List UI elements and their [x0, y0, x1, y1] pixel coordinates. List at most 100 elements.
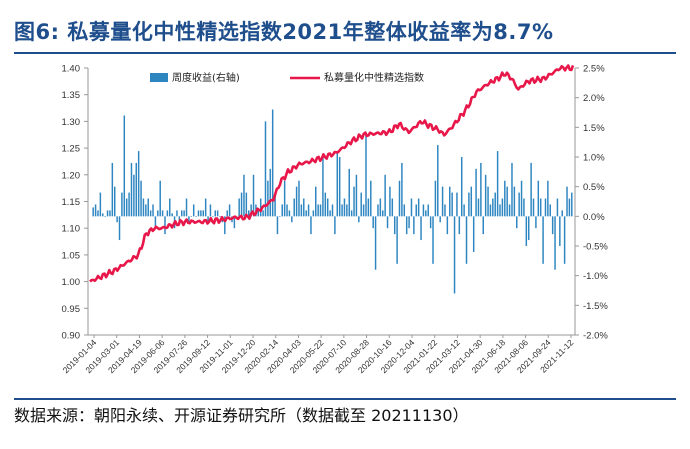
- weekly-return-bar: [310, 216, 312, 235]
- weekly-return-bar: [374, 216, 377, 270]
- weekly-return-bar: [262, 210, 264, 217]
- weekly-return-bar: [303, 198, 305, 217]
- weekly-return-bar: [544, 198, 547, 217]
- weekly-return-bar: [157, 210, 159, 217]
- weekly-return-bar: [353, 186, 355, 217]
- weekly-return-bar: [312, 210, 315, 217]
- index-line: [89, 64, 575, 283]
- weekly-return-bar: [212, 216, 214, 217]
- weekly-return-bar: [281, 204, 283, 217]
- weekly-return-bar: [166, 210, 169, 217]
- weekly-return-bars: [92, 109, 573, 294]
- weekly-return-bar: [188, 216, 190, 223]
- weekly-return-bar: [549, 204, 551, 217]
- weekly-return-bar: [468, 192, 470, 217]
- weekly-return-bar: [147, 198, 149, 217]
- weekly-return-bar: [291, 216, 293, 223]
- weekly-return-bar: [248, 210, 250, 217]
- y-left-tick-label: 1.15: [62, 197, 81, 208]
- weekly-return-bar: [92, 207, 94, 217]
- weekly-return-bar: [401, 162, 403, 217]
- weekly-return-bar: [568, 198, 571, 217]
- weekly-return-bar: [511, 162, 513, 217]
- y-right-tick-label: 1.5%: [583, 123, 605, 134]
- weekly-return-bar: [370, 180, 372, 217]
- weekly-return-bar: [532, 198, 535, 217]
- weekly-return-bar: [200, 210, 202, 217]
- weekly-return-bar: [441, 186, 444, 217]
- weekly-return-bar: [324, 192, 327, 217]
- y-left-tick-label: 1.30: [62, 117, 81, 128]
- weekly-return-bar: [398, 180, 401, 217]
- weekly-return-bar: [446, 216, 449, 235]
- weekly-return-bar: [228, 204, 231, 217]
- weekly-return-bar: [508, 204, 511, 217]
- weekly-return-bar: [482, 216, 484, 235]
- weekly-return-bar: [219, 216, 221, 217]
- weekly-return-bar: [154, 216, 157, 229]
- weekly-return-bar: [245, 192, 248, 217]
- weekly-return-bar: [214, 210, 216, 217]
- weekly-return-bar: [195, 216, 197, 217]
- weekly-return-bar: [494, 192, 496, 217]
- weekly-return-bar: [121, 192, 123, 217]
- weekly-return-bar: [365, 133, 367, 217]
- weekly-return-bar: [271, 109, 274, 217]
- weekly-return-bar: [164, 216, 166, 235]
- source-rule: [14, 398, 676, 400]
- weekly-return-bar: [355, 174, 358, 217]
- weekly-return-bar: [379, 198, 382, 217]
- legend-bar-label: 周度收益(右轴): [172, 71, 240, 84]
- weekly-return-bar: [102, 213, 104, 217]
- weekly-return-bar: [106, 210, 109, 217]
- weekly-return-bar: [140, 180, 142, 217]
- weekly-return-bar: [559, 216, 561, 246]
- weekly-return-bar: [99, 192, 102, 217]
- weekly-return-bar: [420, 216, 422, 241]
- y-right-tick-label: 1.0%: [583, 153, 605, 164]
- weekly-return-bar: [456, 192, 458, 217]
- weekly-return-bar: [243, 174, 245, 217]
- y-right-tick-label: 2.5%: [583, 64, 605, 75]
- weekly-return-bar: [480, 162, 482, 217]
- weekly-return-bar: [386, 216, 389, 229]
- weekly-return-bar: [542, 216, 544, 264]
- weekly-return-bar: [286, 204, 288, 217]
- weekly-return-bar: [537, 180, 540, 217]
- weekly-return-bar: [257, 210, 260, 217]
- weekly-return-bar: [104, 216, 106, 217]
- y-left-tick-label: 1.35: [62, 90, 81, 101]
- weekly-return-bar: [434, 180, 437, 217]
- weekly-return-bar: [338, 157, 341, 217]
- weekly-return-bar: [274, 192, 276, 217]
- weekly-return-bar: [551, 216, 554, 235]
- weekly-return-bar: [465, 216, 468, 264]
- weekly-return-bar: [429, 216, 432, 229]
- weekly-return-bar: [149, 210, 152, 217]
- weekly-return-bar: [264, 121, 267, 217]
- weekly-return-bar: [137, 151, 140, 217]
- y-left-tick-label: 1.00: [62, 277, 81, 288]
- weekly-return-bar: [276, 216, 279, 235]
- weekly-return-bar: [504, 180, 506, 217]
- y-right-tick-label: -0.5%: [583, 242, 608, 253]
- weekly-return-bar: [437, 145, 439, 217]
- weekly-return-bar: [358, 216, 360, 223]
- weekly-return-bar: [472, 216, 475, 252]
- weekly-return-bar: [202, 210, 205, 217]
- weekly-return-bar: [279, 216, 281, 217]
- weekly-return-bar: [513, 186, 516, 217]
- weekly-return-bar: [444, 204, 446, 217]
- y-left-tick-label: 0.90: [62, 331, 81, 342]
- weekly-return-bar: [259, 198, 262, 217]
- weekly-return-bar: [238, 198, 240, 217]
- weekly-return-bar: [477, 198, 480, 217]
- weekly-return-bar: [453, 216, 456, 294]
- weekly-return-bar: [341, 204, 343, 217]
- weekly-return-bar: [527, 216, 530, 241]
- weekly-return-bar: [216, 210, 219, 217]
- weekly-return-bar: [403, 204, 406, 217]
- weekly-return-bar: [224, 216, 226, 235]
- y-left-tick-label: 1.25: [62, 144, 81, 155]
- weekly-return-bar: [331, 204, 334, 217]
